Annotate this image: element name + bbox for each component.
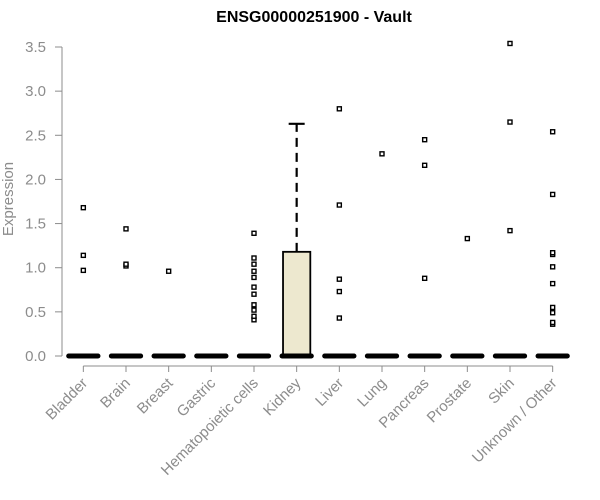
outlier-point — [549, 304, 556, 311]
outlier-point — [336, 106, 343, 112]
outlier-point — [549, 319, 556, 326]
outlier-point — [251, 255, 257, 261]
x-tick-label: Skin — [485, 375, 518, 408]
outlier-point — [251, 261, 257, 267]
chart-title: ENSG00000251900 - Vault — [216, 9, 412, 26]
box-hematopoietic-cells — [236, 230, 272, 359]
x-tick-label: Kidney — [260, 374, 305, 419]
y-tick-label: 3.0 — [25, 83, 46, 100]
outlier-point — [80, 267, 87, 274]
outlier-point — [251, 284, 257, 290]
outlier-point — [165, 268, 172, 274]
outlier-point — [549, 250, 556, 256]
box-pancreas — [407, 136, 442, 359]
outlier-point — [251, 313, 257, 319]
box-liver — [322, 106, 357, 359]
outlier-point — [549, 191, 556, 198]
outlier-point — [507, 119, 513, 125]
outlier-point — [251, 274, 257, 281]
outlier-point — [549, 310, 556, 316]
outlier-point — [421, 136, 428, 143]
x-tick-label: Liver — [312, 375, 347, 410]
box-skin — [492, 40, 528, 359]
outlier-point — [123, 261, 129, 267]
boxes-group — [66, 40, 570, 359]
outlier-point — [336, 315, 343, 321]
outlier-point — [251, 291, 257, 297]
y-tick-label: 1.0 — [25, 260, 46, 277]
outlier-point — [251, 302, 257, 308]
box-rect — [282, 250, 312, 357]
x-tick-label: Lung — [354, 375, 390, 411]
x-tick-label: Brain — [97, 375, 134, 412]
y-tick-label: 2.5 — [25, 127, 46, 144]
box-unknown-other — [535, 129, 570, 359]
outlier-point — [507, 40, 513, 47]
outlier-point — [336, 276, 343, 282]
outlier-point — [549, 129, 556, 135]
x-tick-label: Prostate — [424, 375, 476, 427]
outlier-point — [464, 235, 471, 242]
outlier-point — [336, 288, 343, 295]
outlier-point — [421, 162, 428, 169]
box-bladder — [66, 204, 101, 359]
outlier-point — [80, 252, 87, 259]
outlier-point — [80, 204, 87, 211]
y-tick-label: 0.5 — [25, 304, 46, 321]
y-tick-label: 2.0 — [25, 171, 46, 188]
y-axis-label: Expression — [0, 162, 17, 236]
outlier-point — [123, 226, 129, 232]
outlier-point — [251, 230, 257, 236]
y-tick-label: 0.0 — [25, 348, 46, 365]
outlier-point — [421, 275, 428, 282]
box-brain — [108, 226, 144, 359]
x-tick-label: Breast — [134, 374, 177, 417]
y-tick-label: 1.5 — [25, 216, 46, 233]
outlier-point — [549, 280, 556, 287]
outlier-point — [507, 227, 513, 234]
y-tick-label: 3.5 — [25, 39, 46, 56]
outlier-point — [549, 264, 556, 270]
x-tick-label: Bladder — [43, 375, 92, 424]
box-lung — [364, 151, 400, 359]
outlier-point — [251, 307, 257, 313]
box-prostate — [450, 235, 485, 359]
outlier-point — [379, 151, 385, 157]
outlier-point — [251, 268, 257, 274]
outlier-point — [336, 202, 343, 208]
y-axis: 0.0 0.5 1.0 1.5 2.0 2.5 3.0 3.5 — [25, 39, 63, 365]
box-kidney — [279, 122, 314, 359]
box-breast — [151, 268, 186, 359]
